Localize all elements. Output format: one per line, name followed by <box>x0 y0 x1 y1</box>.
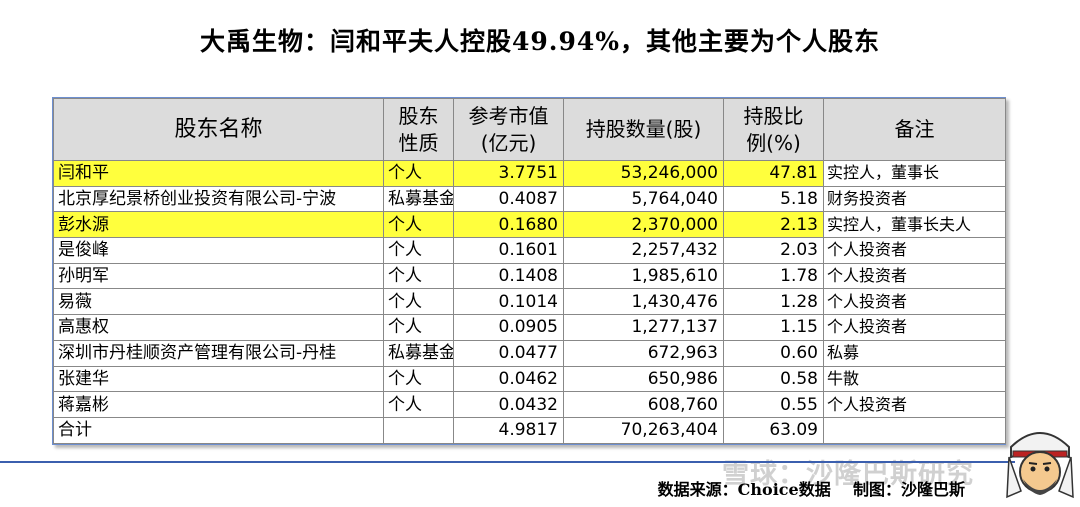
cell-note: 个人投资者 <box>823 391 1006 418</box>
cell-share-count: 608,760 <box>563 391 724 418</box>
cell-note: 个人投资者 <box>823 288 1006 316</box>
watermark: 雪球：沙隆巴斯研究 <box>722 459 974 490</box>
cell-note: 私募 <box>823 339 1006 367</box>
cell-share-count: 53,246,000 <box>563 160 724 187</box>
cell-market-value: 0.1680 <box>453 211 564 239</box>
cell-share-count: 672,963 <box>563 339 724 367</box>
header-share-ratio: 持股比 例(%) <box>723 98 824 161</box>
cell-shareholder-name: 张建华 <box>53 365 384 393</box>
cell-shareholder-name: 高惠权 <box>53 314 384 341</box>
cell-market-value: 0.4087 <box>453 185 564 213</box>
cell-share-ratio: 47.81 <box>723 160 824 187</box>
cell-market-value: 0.1601 <box>453 237 564 264</box>
cell-note: 个人投资者 <box>823 314 1006 341</box>
cell-shareholder-name: 合计 <box>53 416 384 444</box>
cell-note: 财务投资者 <box>823 185 1006 213</box>
table-row: 高惠权 个人 0.0905 1,277,137 1.15 个人投资者 <box>53 314 1006 341</box>
cell-share-ratio: 63.09 <box>723 416 824 444</box>
header-market-value: 参考市值 (亿元) <box>453 98 564 161</box>
table-row: 深圳市丹桂顺资产管理有限公司-丹桂 私募基金 0.0477 672,963 0.60 私募 <box>53 339 1006 367</box>
cell-market-value: 0.0477 <box>453 339 564 367</box>
cell-market-value: 4.9817 <box>453 416 564 444</box>
cell-shareholder-type: 私募基金 <box>383 185 454 213</box>
table-body: 闫和平 个人 3.7751 53,246,000 47.81 实控人，董事长 北京厚纪景桥创… <box>53 160 1006 444</box>
cell-note: 个人投资者 <box>823 262 1006 290</box>
cell-shareholder-name: 彭水源 <box>53 211 384 239</box>
table-header-row: 股东名称 股东 性质 参考市值 (亿元) 持股数量(股) 持股比 例(%) 备注 <box>53 98 1006 161</box>
cell-share-ratio: 5.18 <box>723 185 824 213</box>
cell-note: 个人投资者 <box>823 237 1006 264</box>
cell-shareholder-type: 个人 <box>383 160 454 187</box>
cell-shareholder-name: 孙明军 <box>53 262 384 290</box>
cell-share-count: 650,986 <box>563 365 724 393</box>
cell-market-value: 0.1408 <box>453 262 564 290</box>
cell-share-count: 70,263,404 <box>563 416 724 444</box>
cell-shareholder-name: 闫和平 <box>53 160 384 187</box>
cell-shareholder-type: 私募基金 <box>383 339 454 367</box>
cell-shareholder-type: 个人 <box>383 365 454 393</box>
header-shareholder-name: 股东名称 <box>53 98 384 161</box>
cell-share-ratio: 2.13 <box>723 211 824 239</box>
cell-share-ratio: 0.60 <box>723 339 824 367</box>
table-row: 易薇 个人 0.1014 1,430,476 1.28 个人投资者 <box>53 288 1006 316</box>
header-share-count: 持股数量(股) <box>563 98 724 161</box>
shareholder-table-container: 股东名称 股东 性质 参考市值 (亿元) 持股数量(股) 持股比 例(%) 备注… <box>52 97 1006 445</box>
page-title: 大禹生物：闫和平夫人控股49.94%，其他主要为个人股东 <box>199 27 881 56</box>
cell-shareholder-type: 个人 <box>383 262 454 290</box>
cell-share-ratio: 1.78 <box>723 262 824 290</box>
cell-shareholder-name: 深圳市丹桂顺资产管理有限公司-丹桂 <box>53 339 384 367</box>
cell-share-ratio: 1.15 <box>723 314 824 341</box>
cell-share-count: 1,277,137 <box>563 314 724 341</box>
cell-share-ratio: 0.55 <box>723 391 824 418</box>
cell-share-count: 2,370,000 <box>563 211 724 239</box>
table-row: 张建华 个人 0.0462 650,986 0.58 牛散 <box>53 365 1006 393</box>
cell-market-value: 3.7751 <box>453 160 564 187</box>
cell-note: 牛散 <box>823 365 1006 393</box>
cell-shareholder-type <box>383 416 454 444</box>
cell-market-value: 0.0905 <box>453 314 564 341</box>
shareholder-table: 股东名称 股东 性质 参考市值 (亿元) 持股数量(股) 持股比 例(%) 备注… <box>53 98 1006 444</box>
table-row: 是俊峰 个人 0.1601 2,257,432 2.03 个人投资者 <box>53 237 1006 264</box>
cell-shareholder-type: 个人 <box>383 288 454 316</box>
footer-source: 数据来源：Choice数据 制图：沙隆巴斯 <box>657 480 965 499</box>
cell-note: 实控人，董事长 <box>823 160 1006 187</box>
cell-shareholder-name: 蒋嘉彬 <box>53 391 384 418</box>
table-row: 蒋嘉彬 个人 0.0432 608,760 0.55 个人投资者 <box>53 391 1006 418</box>
cell-market-value: 0.0432 <box>453 391 564 418</box>
cell-share-ratio: 0.58 <box>723 365 824 393</box>
cell-share-ratio: 2.03 <box>723 237 824 264</box>
table-row: 孙明军 个人 0.1408 1,985,610 1.78 个人投资者 <box>53 262 1006 290</box>
table-row: 彭水源 个人 0.1680 2,370,000 2.13 实控人，董事长夫人 <box>53 211 1006 239</box>
cell-share-count: 5,764,040 <box>563 185 724 213</box>
cell-market-value: 0.0462 <box>453 365 564 393</box>
cell-note <box>823 416 1006 444</box>
cell-share-count: 1,430,476 <box>563 288 724 316</box>
cell-shareholder-type: 个人 <box>383 237 454 264</box>
cell-note: 实控人，董事长夫人 <box>823 211 1006 239</box>
cell-shareholder-type: 个人 <box>383 211 454 239</box>
cell-share-count: 1,985,610 <box>563 262 724 290</box>
table-row: 合计 4.9817 70,263,404 63.09 <box>53 416 1006 444</box>
table-row: 闫和平 个人 3.7751 53,246,000 47.81 实控人，董事长 <box>53 160 1006 187</box>
cell-shareholder-name: 北京厚纪景桥创业投资有限公司-宁波 <box>53 185 384 213</box>
table-row: 北京厚纪景桥创业投资有限公司-宁波 私募基金 0.4087 5,764,040 5.18… <box>53 185 1006 213</box>
author-avatar-icon <box>1006 432 1074 499</box>
cell-share-ratio: 1.28 <box>723 288 824 316</box>
cell-shareholder-name: 是俊峰 <box>53 237 384 264</box>
cell-market-value: 0.1014 <box>453 288 564 316</box>
header-note: 备注 <box>823 98 1006 161</box>
cell-shareholder-name: 易薇 <box>53 288 384 316</box>
cell-shareholder-type: 个人 <box>383 391 454 418</box>
footer-divider <box>0 461 1015 463</box>
cell-share-count: 2,257,432 <box>563 237 724 264</box>
cell-shareholder-type: 个人 <box>383 314 454 341</box>
header-shareholder-type: 股东 性质 <box>383 98 454 161</box>
